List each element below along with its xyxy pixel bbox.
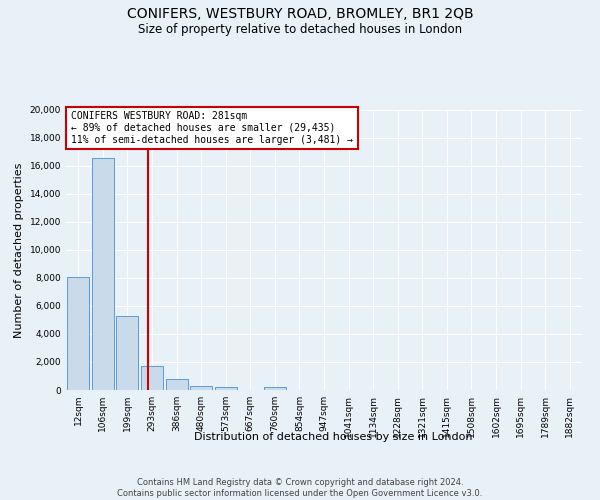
Text: CONIFERS, WESTBURY ROAD, BROMLEY, BR1 2QB: CONIFERS, WESTBURY ROAD, BROMLEY, BR1 2Q… — [127, 8, 473, 22]
Bar — [215, 387, 237, 390]
Bar — [166, 379, 188, 390]
Bar — [116, 316, 139, 390]
Bar — [67, 276, 89, 390]
Text: CONIFERS WESTBURY ROAD: 281sqm
← 89% of detached houses are smaller (29,435)
11%: CONIFERS WESTBURY ROAD: 281sqm ← 89% of … — [71, 112, 353, 144]
Text: Contains HM Land Registry data © Crown copyright and database right 2024.
Contai: Contains HM Land Registry data © Crown c… — [118, 478, 482, 498]
Text: Distribution of detached houses by size in London: Distribution of detached houses by size … — [194, 432, 472, 442]
Bar — [141, 366, 163, 390]
Bar — [264, 387, 286, 390]
Bar — [92, 158, 114, 390]
Y-axis label: Number of detached properties: Number of detached properties — [14, 162, 24, 338]
Bar — [190, 386, 212, 390]
Text: Size of property relative to detached houses in London: Size of property relative to detached ho… — [138, 22, 462, 36]
